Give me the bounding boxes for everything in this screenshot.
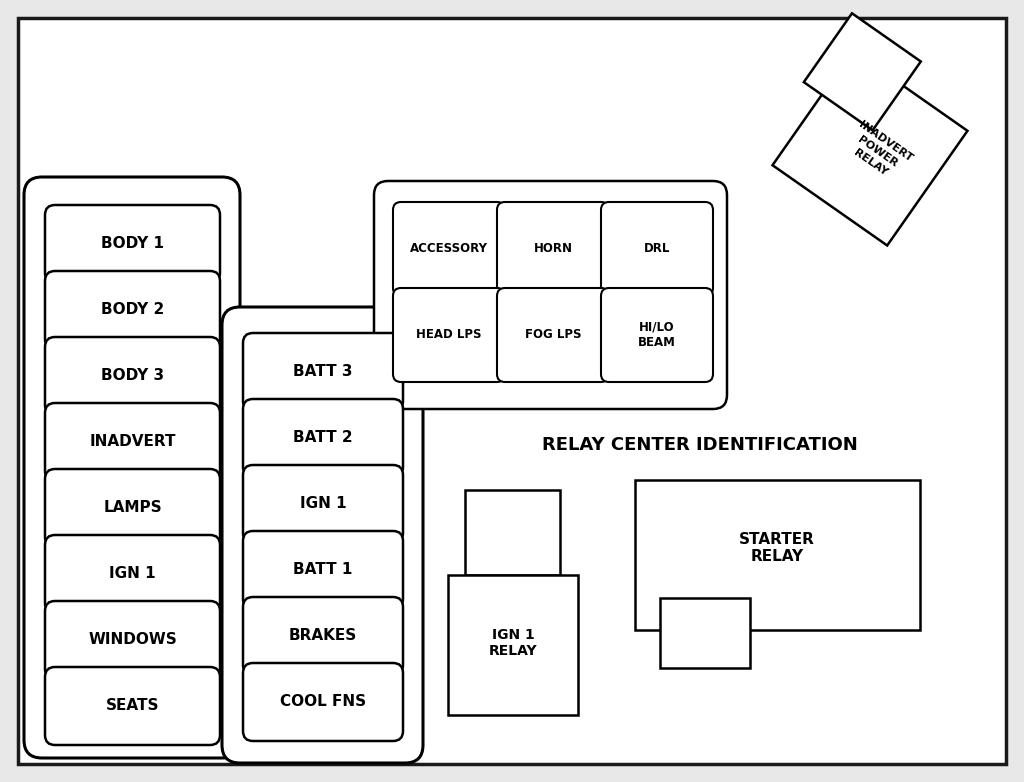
FancyBboxPatch shape [243,663,403,741]
FancyBboxPatch shape [497,288,609,382]
Text: LAMPS: LAMPS [103,500,162,515]
Text: COOL FNS: COOL FNS [280,694,366,709]
FancyBboxPatch shape [393,288,505,382]
Text: IGN 1: IGN 1 [300,497,346,511]
Text: BODY 3: BODY 3 [101,368,164,383]
Text: IGN 1
RELAY: IGN 1 RELAY [488,628,538,658]
FancyBboxPatch shape [45,667,220,745]
Text: DRL: DRL [644,242,670,256]
FancyBboxPatch shape [243,597,403,675]
Text: INADVERT: INADVERT [89,435,176,450]
FancyBboxPatch shape [45,535,220,613]
Text: WINDOWS: WINDOWS [88,633,177,647]
Polygon shape [804,13,921,131]
Text: HEAD LPS: HEAD LPS [416,328,481,342]
FancyBboxPatch shape [45,469,220,547]
Polygon shape [772,51,968,246]
Text: FOG LPS: FOG LPS [524,328,582,342]
Text: ACCESSORY: ACCESSORY [410,242,488,256]
Text: BODY 1: BODY 1 [101,236,164,252]
FancyBboxPatch shape [45,337,220,415]
Text: SEATS: SEATS [105,698,160,713]
FancyBboxPatch shape [45,205,220,283]
Text: HI/LO
BEAM: HI/LO BEAM [638,321,676,349]
Text: INADVERT
POWER
RELAY: INADVERT POWER RELAY [842,120,913,185]
FancyBboxPatch shape [45,271,220,349]
FancyBboxPatch shape [24,177,240,758]
FancyBboxPatch shape [243,531,403,609]
Text: STARTER
RELAY: STARTER RELAY [739,532,815,564]
Text: RELAY CENTER IDENTIFICATION: RELAY CENTER IDENTIFICATION [542,436,858,454]
FancyBboxPatch shape [45,403,220,481]
Text: BODY 2: BODY 2 [101,303,164,317]
FancyBboxPatch shape [45,601,220,679]
FancyBboxPatch shape [243,465,403,543]
Text: BATT 3: BATT 3 [293,364,352,379]
Text: BATT 2: BATT 2 [293,431,353,446]
FancyBboxPatch shape [393,202,505,296]
Bar [465,490,560,575]
FancyBboxPatch shape [243,399,403,477]
Bar [635,480,920,630]
Text: BATT 1: BATT 1 [293,562,352,577]
FancyBboxPatch shape [601,288,713,382]
Text: BRAKES: BRAKES [289,629,357,644]
Text: HORN: HORN [534,242,572,256]
FancyBboxPatch shape [601,202,713,296]
Bar [449,575,578,715]
FancyBboxPatch shape [243,333,403,411]
FancyBboxPatch shape [222,307,423,763]
Text: IGN 1: IGN 1 [110,566,156,582]
FancyBboxPatch shape [374,181,727,409]
FancyBboxPatch shape [497,202,609,296]
Bar [660,598,750,668]
